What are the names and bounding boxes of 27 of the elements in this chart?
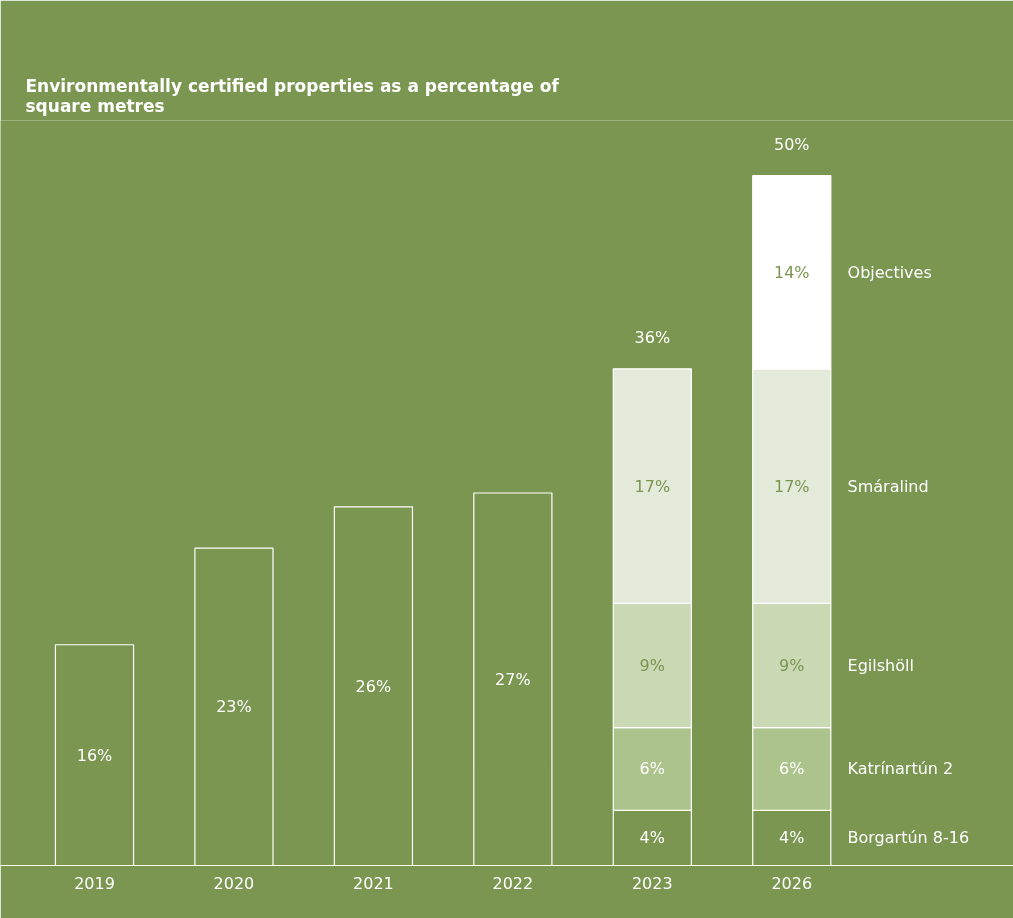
series-label: Borgartún 8-16 <box>847 828 970 848</box>
chart-title: Environmentally certified properties as a percentage of square metres <box>25 75 560 116</box>
series-label: Smáralind <box>847 476 929 496</box>
x-tick-label: 2020 <box>213 873 255 893</box>
data-label: 23% <box>216 697 252 717</box>
data-label: 17% <box>773 476 810 496</box>
total-label: 36% <box>634 327 671 347</box>
data-label: 9% <box>779 655 805 675</box>
x-tick-label: 2023 <box>631 873 673 893</box>
data-label: 4% <box>639 828 666 848</box>
x-tick-label: 2026 <box>771 873 813 893</box>
data-label: 4% <box>779 828 805 848</box>
total-label: 50% <box>773 134 810 154</box>
x-tick-label: 2022 <box>492 873 534 893</box>
data-label: 14% <box>773 262 810 282</box>
x-tick-label: 2019 <box>74 873 115 893</box>
data-label: 6% <box>779 759 805 779</box>
data-label: 26% <box>355 676 392 696</box>
data-label: 17% <box>634 476 671 496</box>
x-tick-label: 2021 <box>353 873 394 893</box>
data-label: 6% <box>639 759 666 779</box>
data-label: 9% <box>639 655 666 675</box>
series-label: Egilshöll <box>847 655 914 675</box>
data-label: 27% <box>495 669 531 689</box>
data-label: 16% <box>76 745 113 765</box>
series-label: Katrínartún 2 <box>847 759 954 779</box>
series-label: Objectives <box>847 262 932 282</box>
